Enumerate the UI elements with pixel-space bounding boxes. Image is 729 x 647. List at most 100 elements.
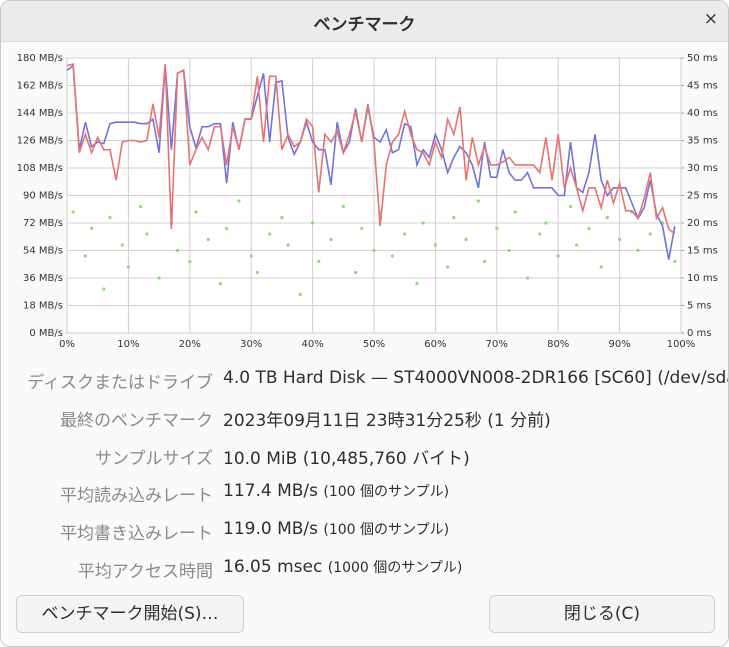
access-point [482, 259, 487, 264]
access-point [446, 265, 450, 269]
access-point [575, 243, 579, 247]
info-value: 10.0 MiB (10,485,760 バイト) [223, 444, 470, 469]
info-value-text: 4.0 TB Hard Disk — ST4000VN008-2DR166 [S… [223, 368, 729, 388]
close-button[interactable]: × [703, 9, 718, 29]
access-point [280, 215, 284, 220]
access-point [568, 204, 573, 209]
access-point [390, 254, 395, 258]
access-point [102, 287, 106, 291]
access-point [415, 281, 419, 286]
y2-tick-label: 0 ms [687, 328, 712, 339]
access-point [403, 232, 407, 236]
x-tick-label: 70% [486, 339, 508, 350]
access-point [89, 226, 94, 231]
info-row: 平均書き込みレート 119.0 MB/s (100 個のサンプル) [1, 519, 728, 544]
x-tick-label: 30% [240, 339, 262, 350]
y2-tick-label: 40 ms [687, 108, 718, 119]
access-point [311, 221, 315, 225]
info-value-text: 2023年09月11日 23時31分25秒 (1 分前) [223, 411, 551, 431]
access-point [126, 265, 130, 269]
access-point [495, 226, 499, 231]
access-point [587, 226, 591, 231]
access-point [139, 204, 143, 209]
info-row: サンプルサイズ 10.0 MiB (10,485,760 バイト) [1, 444, 728, 469]
benchmark-chart: 0 MB/s 18 MB/s 36 MB/s 54 MB/s 72 MB/s 90 MB/… [17, 53, 718, 350]
y-tick-label: 72 MB/s [23, 218, 63, 229]
dialog-title: ベンチマーク [313, 15, 416, 35]
access-point [218, 281, 223, 286]
close-dialog-button[interactable]: 閉じる(C) [489, 595, 715, 633]
info-value-text: 10.0 MiB (10,485,760 バイト) [223, 449, 470, 469]
access-point [249, 254, 253, 258]
data-line [66, 63, 676, 235]
access-point [188, 259, 192, 264]
y2-tick-label: 20 ms [687, 218, 718, 229]
access-point [360, 226, 364, 231]
x-tick-label: 40% [301, 339, 323, 350]
access-point [464, 237, 468, 242]
start-benchmark-button[interactable]: ベンチマーク開始(S)… [16, 595, 244, 633]
y2-tick-label: 30 ms [687, 163, 718, 174]
info-note: (1000 個のサンプル) [327, 560, 463, 576]
access-point [268, 232, 272, 236]
access-point [120, 243, 124, 247]
info-label: 最終のベンチマーク [60, 411, 213, 431]
y2-tick-label: 25 ms [687, 191, 718, 202]
info-value: 119.0 MB/s (100 個のサンプル) [223, 519, 449, 539]
access-point [317, 259, 321, 264]
info-value-text: 117.4 MB/s [223, 481, 318, 501]
y-tick-label: 90 MB/s [23, 191, 63, 202]
x-tick-label: 90% [608, 339, 630, 350]
access-point [599, 265, 603, 269]
info-row: 平均読み込みレート 117.4 MB/s (100 個のサンプル) [1, 481, 728, 506]
access-point [298, 292, 302, 297]
access-point [237, 199, 241, 203]
access-point [175, 248, 180, 253]
access-point [618, 237, 622, 242]
access-point [145, 232, 149, 236]
access-point [353, 270, 358, 275]
y-tick-label: 0 MB/s [29, 328, 63, 339]
access-point [194, 210, 198, 214]
info-value-text: 16.05 msec [223, 557, 323, 577]
x-tick-label: 80% [547, 339, 569, 350]
info-row: ディスクまたはドライブ 4.0 TB Hard Disk — ST4000VN00… [1, 368, 729, 393]
access-point [108, 215, 112, 220]
access-point [206, 237, 210, 242]
access-point [452, 215, 456, 220]
x-tick-label: 10% [117, 339, 139, 350]
info-label: 平均読み込みレート [60, 486, 213, 506]
y-tick-label: 162 MB/s [17, 81, 63, 92]
x-tick-label: 60% [424, 339, 446, 350]
info-label: サンプルサイズ [95, 449, 213, 469]
access-point [433, 243, 437, 247]
info-note: (100 個のサンプル) [323, 522, 450, 538]
access-point [71, 210, 75, 214]
info-row: 平均アクセス時間 16.05 msec (1000 個のサンプル) [1, 557, 728, 582]
info-value: 4.0 TB Hard Disk — ST4000VN008-2DR166 [S… [223, 368, 729, 388]
info-value-text: 119.0 MB/s [223, 519, 318, 539]
y2-tick-label: 45 ms [687, 81, 718, 92]
y2-tick-label: 50 ms [687, 53, 718, 64]
access-point [538, 232, 542, 236]
y2-tick-label: 35 ms [687, 136, 718, 147]
access-point [83, 254, 88, 258]
info-value: 2023年09月11日 23時31分25秒 (1 分前) [223, 406, 551, 431]
info-label: ディスクまたはドライブ [27, 373, 213, 393]
access-point [507, 248, 511, 253]
y-tick-label: 36 MB/s [23, 273, 63, 284]
y-tick-label: 108 MB/s [17, 163, 63, 174]
access-point [255, 270, 259, 275]
access-point [421, 221, 425, 225]
y-tick-label: 54 MB/s [23, 246, 63, 257]
info-note: (100 個のサンプル) [323, 484, 450, 500]
info-label: 平均書き込みレート [60, 524, 213, 544]
x-tick-label: 50% [363, 339, 385, 350]
access-point [329, 237, 333, 242]
access-point [286, 243, 290, 247]
y2-tick-label: 15 ms [687, 246, 718, 257]
access-point [673, 259, 677, 264]
access-point [525, 276, 530, 280]
access-point [341, 204, 345, 209]
